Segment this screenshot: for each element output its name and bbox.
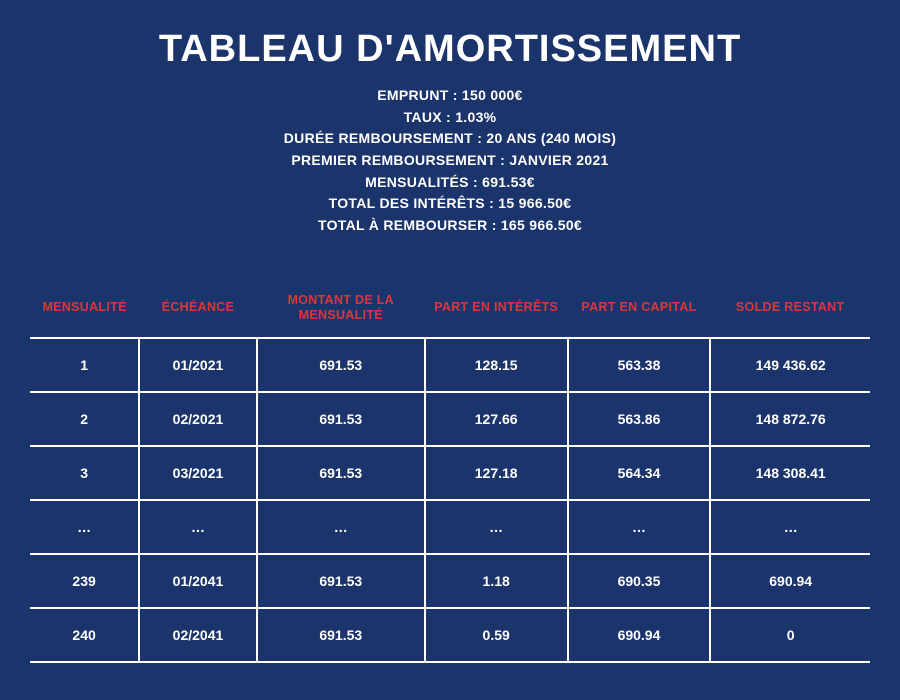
cell: … [30, 500, 139, 554]
cell: 1 [30, 338, 139, 392]
cell: 564.34 [568, 446, 711, 500]
cell: 690.94 [710, 554, 870, 608]
cell: 0 [710, 608, 870, 662]
table-row: 239 01/2041 691.53 1.18 690.35 690.94 [30, 554, 870, 608]
table-header-row: MENSUALITÉ ÉCHÉANCE MONTANT DE LA MENSUA… [30, 285, 870, 338]
cell: … [139, 500, 257, 554]
col-montant: MONTANT DE LA MENSUALITÉ [257, 285, 425, 338]
amortization-table: MENSUALITÉ ÉCHÉANCE MONTANT DE LA MENSUA… [30, 285, 870, 663]
cell: 148 872.76 [710, 392, 870, 446]
cell: 691.53 [257, 338, 425, 392]
page-title: TABLEAU D'AMORTISSEMENT [30, 28, 870, 71]
col-interets: PART EN INTÉRÊTS [425, 285, 568, 338]
cell: 01/2041 [139, 554, 257, 608]
col-mensualite: MENSUALITÉ [30, 285, 139, 338]
table-row: … … … … … … [30, 500, 870, 554]
summary-interets: TOTAL DES INTÉRÊTS : 15 966.50€ [30, 193, 870, 215]
cell: 563.38 [568, 338, 711, 392]
cell: 02/2041 [139, 608, 257, 662]
summary-taux: TAUX : 1.03% [30, 107, 870, 129]
cell: 1.18 [425, 554, 568, 608]
summary-total: TOTAL À REMBOURSER : 165 966.50€ [30, 215, 870, 237]
summary-premier: PREMIER REMBOURSEMENT : JANVIER 2021 [30, 150, 870, 172]
cell: 127.66 [425, 392, 568, 446]
cell: … [257, 500, 425, 554]
summary-mensualite: MENSUALITÉS : 691.53€ [30, 172, 870, 194]
col-solde: SOLDE RESTANT [710, 285, 870, 338]
cell: 149 436.62 [710, 338, 870, 392]
summary-emprunt: EMPRUNT : 150 000€ [30, 85, 870, 107]
cell: 2 [30, 392, 139, 446]
cell: 128.15 [425, 338, 568, 392]
cell: 690.35 [568, 554, 711, 608]
cell: 690.94 [568, 608, 711, 662]
cell: 563.86 [568, 392, 711, 446]
page: TABLEAU D'AMORTISSEMENT EMPRUNT : 150 00… [0, 0, 900, 700]
cell: 691.53 [257, 554, 425, 608]
table-row: 2 02/2021 691.53 127.66 563.86 148 872.7… [30, 392, 870, 446]
table-row: 1 01/2021 691.53 128.15 563.38 149 436.6… [30, 338, 870, 392]
cell: … [568, 500, 711, 554]
cell: … [425, 500, 568, 554]
col-echeance: ÉCHÉANCE [139, 285, 257, 338]
cell: 691.53 [257, 608, 425, 662]
table-row: 3 03/2021 691.53 127.18 564.34 148 308.4… [30, 446, 870, 500]
cell: 148 308.41 [710, 446, 870, 500]
loan-summary: EMPRUNT : 150 000€ TAUX : 1.03% DURÉE RE… [30, 85, 870, 237]
cell: 239 [30, 554, 139, 608]
cell: 127.18 [425, 446, 568, 500]
table-row: 240 02/2041 691.53 0.59 690.94 0 [30, 608, 870, 662]
cell: 01/2021 [139, 338, 257, 392]
cell: 691.53 [257, 392, 425, 446]
summary-duree: DURÉE REMBOURSEMENT : 20 ANS (240 MOIS) [30, 128, 870, 150]
col-capital: PART EN CAPITAL [568, 285, 711, 338]
cell: 02/2021 [139, 392, 257, 446]
cell: 0.59 [425, 608, 568, 662]
cell: 03/2021 [139, 446, 257, 500]
cell: … [710, 500, 870, 554]
cell: 240 [30, 608, 139, 662]
cell: 3 [30, 446, 139, 500]
cell: 691.53 [257, 446, 425, 500]
